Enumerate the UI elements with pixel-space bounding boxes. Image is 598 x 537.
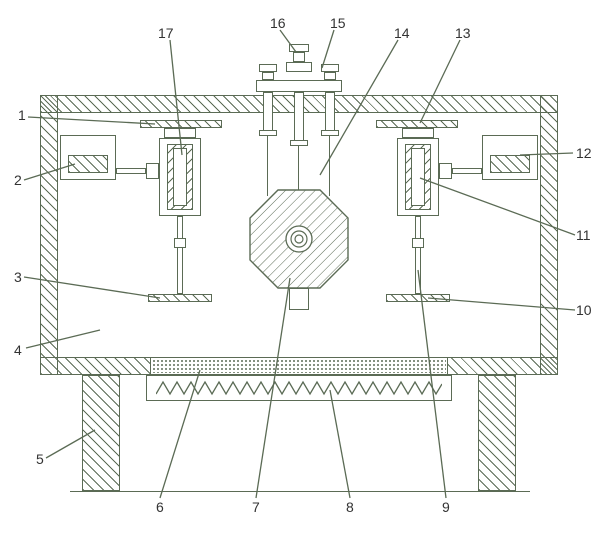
motor-left-shaft [116,168,146,174]
label-1: 1 [18,108,26,122]
top-neck-left [262,72,274,80]
press-foot-left [148,294,212,302]
motor-right-flange [439,163,452,179]
press-foot-right [386,294,450,302]
actuator-right-knob [412,238,424,248]
rod-right [329,136,330,196]
floor-line [70,491,530,492]
label-17: 17 [158,26,174,40]
filter-plate [150,357,448,375]
actuator-right-rod [415,216,421,294]
label-15: 15 [330,16,346,30]
top-tee-base [286,62,312,72]
rod-left [267,136,268,196]
carriage-left [164,128,196,138]
top-cap-right [321,64,339,72]
leadscrew-zigzag [156,380,442,396]
motor-left-flange [146,163,159,179]
housing-wall-right [540,95,558,375]
motor-right-shaft [452,168,482,174]
label-4: 4 [14,343,22,357]
top-tee-neck [293,52,305,62]
label-14: 14 [394,26,410,40]
label-13: 13 [455,26,471,40]
carriage-right [402,128,434,138]
label-16: 16 [270,16,286,30]
label-11: 11 [576,228,591,242]
actuator-left-knob [174,238,186,248]
top-cap-left [259,64,277,72]
diagram-canvas: 1 2 3 4 5 6 7 8 9 10 11 12 13 14 15 16 1… [0,0,598,537]
label-8: 8 [346,500,354,514]
label-10: 10 [576,303,592,317]
label-7: 7 [252,500,260,514]
rotor-octagon [248,188,350,290]
leg-right [478,375,516,491]
rod-center [298,146,299,194]
housing-wall-left [40,95,58,375]
label-6: 6 [156,500,164,514]
label-2: 2 [14,173,22,187]
top-neck-right [324,72,336,80]
label-9: 9 [442,500,450,514]
label-12: 12 [576,146,592,160]
rotor-stem [289,288,309,310]
leg-left [82,375,120,491]
rail-plate-left [140,120,222,128]
label-3: 3 [14,270,22,284]
motor-left-inner [68,155,108,173]
top-manifold-bar [256,80,342,92]
rail-plate-right [376,120,458,128]
top-tee-cap [289,44,309,52]
motor-right-inner [490,155,530,173]
label-5: 5 [36,452,44,466]
actuator-left-rod [177,216,183,294]
